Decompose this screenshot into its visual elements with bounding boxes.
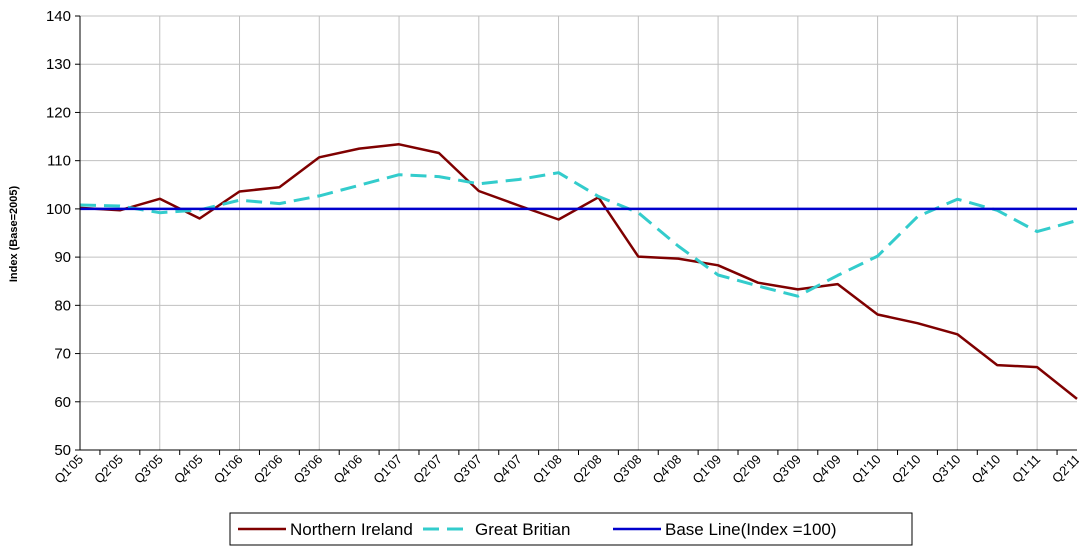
y-axis-label: Index (Base=2005) [8, 186, 20, 283]
x-tick-label: Q2'11 [1049, 452, 1079, 486]
x-tick-label: Q2'08 [570, 452, 605, 487]
grid [80, 15, 1077, 450]
x-tick-label: Q4'10 [969, 452, 1004, 487]
x-tick-label: Q3'09 [769, 452, 804, 487]
legend-label: Base Line(Index =100) [665, 520, 837, 539]
x-tick-label: Q4'07 [490, 452, 525, 487]
x-tick-label: Q3'10 [929, 452, 964, 487]
x-tick-label: Q4'09 [809, 452, 844, 487]
series-line-great-britian [79, 171, 1078, 298]
x-tick-label: Q3'08 [610, 452, 645, 487]
y-tick-label: 90 [54, 249, 71, 266]
legend-label: Northern Ireland [290, 520, 413, 539]
x-tick-label: Q3'05 [131, 452, 166, 487]
x-tick-label: Q3'06 [291, 452, 326, 487]
x-tick-label: Q4'05 [171, 452, 206, 487]
x-tick-label: Q1'07 [370, 452, 405, 487]
y-tick-label: 80 [54, 297, 71, 314]
x-tick-label: Q1'08 [530, 452, 565, 487]
x-tick-label: Q1'06 [211, 452, 246, 487]
x-tick-label: Q4'06 [330, 452, 365, 487]
x-tick-label: Q4'08 [649, 452, 684, 487]
x-tick-label: Q2'05 [91, 452, 126, 487]
x-tick-label: Q3'07 [450, 452, 485, 487]
x-tick-label: Q2'10 [889, 452, 924, 487]
y-tick-label: 140 [46, 8, 71, 25]
x-tick-label: Q2'06 [251, 452, 286, 487]
x-tick-label: Q1'11 [1009, 452, 1043, 486]
y-tick-label: 60 [54, 394, 71, 411]
x-tick-label: Q1'10 [849, 452, 884, 487]
y-tick-label: 120 [46, 104, 71, 121]
y-tick-label: 110 [47, 153, 71, 170]
y-tick-label: 70 [54, 346, 71, 363]
series-line-northern-ireland [79, 143, 1078, 400]
legend: Northern Ireland Great Britian Base Line(I… [229, 512, 913, 546]
x-tick-label: Q2'09 [729, 452, 764, 487]
series-lines [79, 143, 1078, 400]
y-tick-label: 50 [54, 442, 71, 459]
legend-box [229, 512, 913, 546]
x-tick-label: Q1'09 [689, 452, 724, 487]
y-tick-label: 100 [46, 201, 71, 218]
y-tick-label: 130 [46, 56, 71, 73]
legend-label: Great Britian [475, 520, 570, 539]
x-tick-label: Q2'07 [410, 452, 445, 487]
